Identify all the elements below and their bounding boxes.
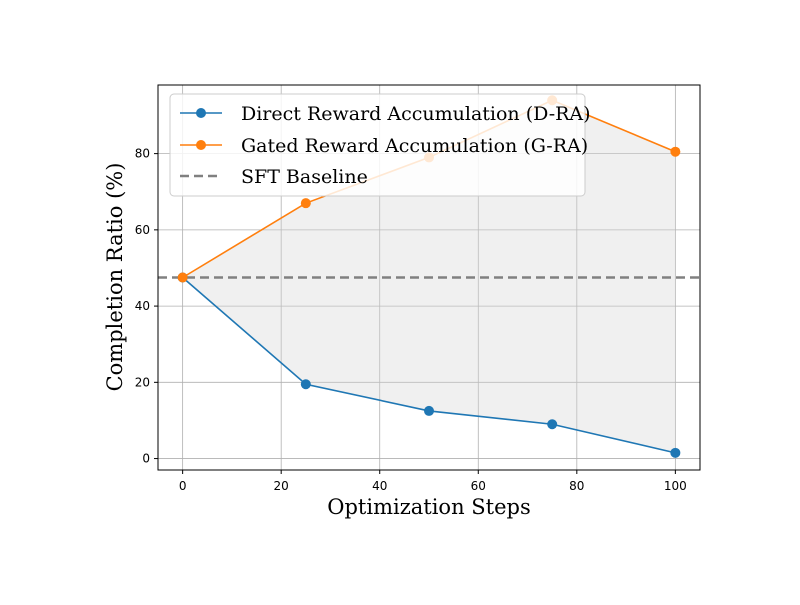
point-g-ra xyxy=(670,146,681,157)
legend-label-sft-baseline: SFT Baseline xyxy=(241,166,368,188)
y-tick-label: 60 xyxy=(135,223,150,237)
legend-marker-g-ra xyxy=(196,140,206,150)
legend: Direct Reward Accumulation (D-RA) Gated … xyxy=(169,93,591,197)
legend-label-g-ra: Gated Reward Accumulation (G-RA) xyxy=(241,135,588,157)
x-tick-label: 40 xyxy=(372,479,387,493)
legend-box xyxy=(169,93,586,197)
x-tick-label: 0 xyxy=(179,479,187,493)
y-tick-label: 20 xyxy=(135,375,150,389)
plot-frame xyxy=(157,84,701,471)
x-tick-label: 80 xyxy=(569,479,584,493)
point-g-ra xyxy=(300,198,311,209)
x-tick-label: 20 xyxy=(274,479,289,493)
x-tick-label: 60 xyxy=(471,479,486,493)
point-d-ra xyxy=(670,447,681,458)
point-d-ra xyxy=(547,419,558,430)
legend-label-d-ra: Direct Reward Accumulation (D-RA) xyxy=(241,103,591,125)
ticks: 0 20 40 60 80 100 0 20 40 60 80 xyxy=(135,147,687,493)
point-g-ra xyxy=(177,272,188,283)
legend-marker-d-ra xyxy=(196,108,206,118)
y-tick-label: 80 xyxy=(135,147,150,161)
x-axis-label: Optimization Steps xyxy=(327,495,531,519)
point-d-ra xyxy=(424,405,434,416)
point-d-ra xyxy=(300,379,311,390)
y-tick-label: 0 xyxy=(142,452,150,466)
y-axis-label: Completion Ratio (%) xyxy=(103,163,127,392)
x-tick-label: 100 xyxy=(664,479,687,493)
y-tick-label: 40 xyxy=(135,299,150,313)
